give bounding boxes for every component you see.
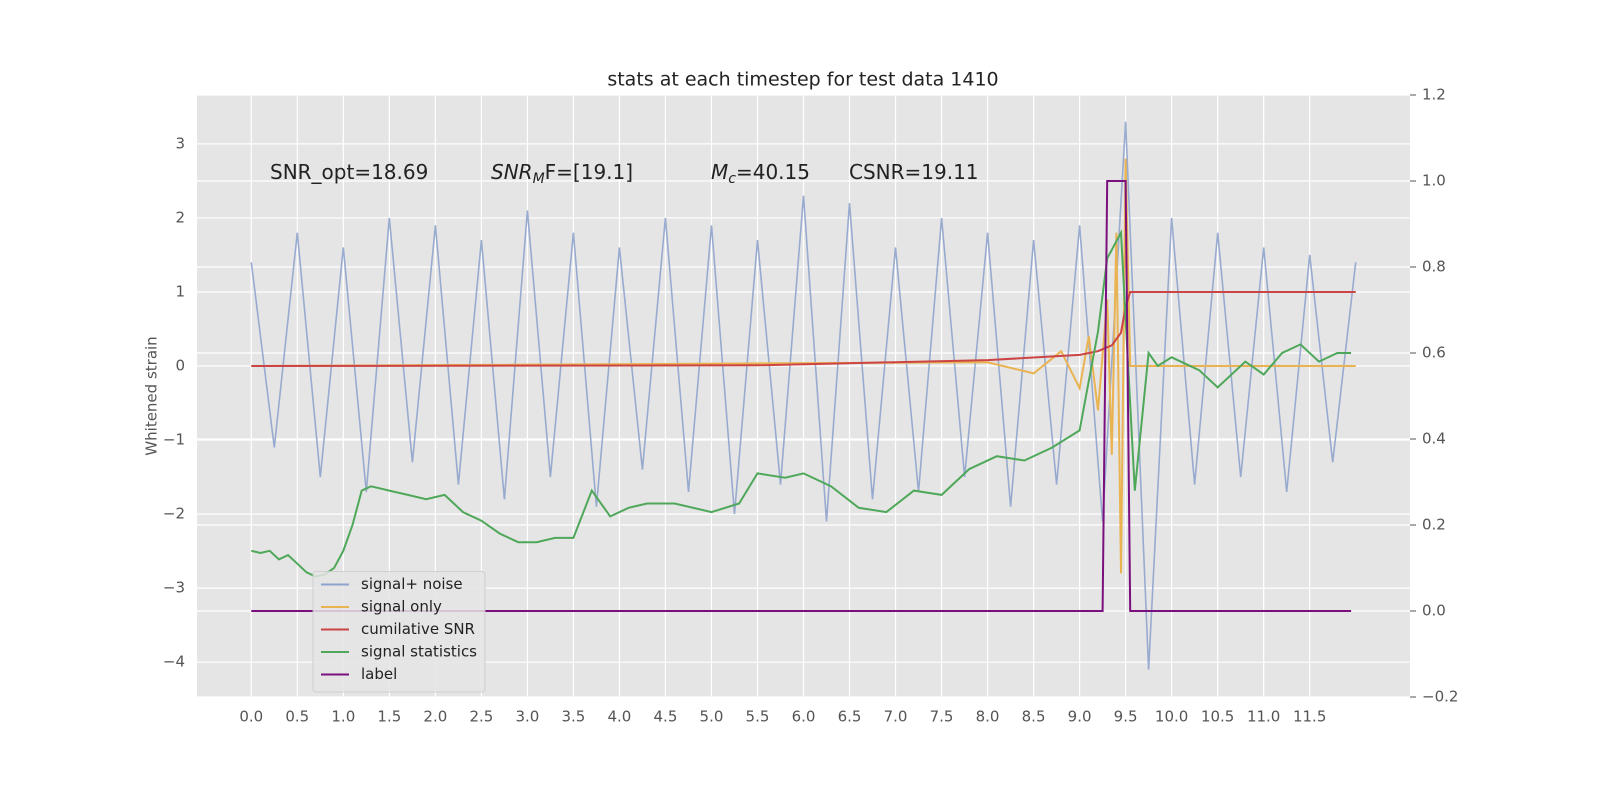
y2-tick-label: 0.8 xyxy=(1422,258,1446,276)
y-tick-label: 1 xyxy=(175,282,185,300)
x-tick-label: 1.5 xyxy=(377,708,401,726)
x-tick-label: 10.5 xyxy=(1201,708,1234,726)
series-line xyxy=(251,228,1352,578)
annotation-text: SNR_opt=18.69 xyxy=(270,160,428,184)
grid xyxy=(197,94,1410,698)
x-tick-label: 9.5 xyxy=(1114,708,1138,726)
x-tick-label: 11.5 xyxy=(1293,708,1326,726)
x-tick-label: 5.5 xyxy=(746,708,770,726)
y2-tick-label: 0.6 xyxy=(1422,344,1446,362)
x-tick-label: 4.5 xyxy=(654,708,678,726)
y-tick-label: −1 xyxy=(163,431,185,449)
legend-label: signal only xyxy=(361,598,442,616)
y-tick-label: −2 xyxy=(163,505,185,523)
annotation: SNR_opt=18.69 xyxy=(270,160,428,184)
x-tick-label: 2.0 xyxy=(423,708,447,726)
annotation-sub: c xyxy=(728,171,736,187)
legend-label: signal+ noise xyxy=(361,575,463,593)
y-tick-label: 0 xyxy=(175,357,185,375)
y2-tick-label: 0.2 xyxy=(1422,516,1446,534)
x-tick-label: 11.0 xyxy=(1247,708,1280,726)
annotation-rest: =40.15 xyxy=(736,160,810,184)
annotation-rest: F=[19.1] xyxy=(545,160,633,184)
y-tick-label: −3 xyxy=(163,579,185,597)
annotation-text: CSNR=19.11 xyxy=(849,160,979,184)
x-tick-label: 6.0 xyxy=(792,708,816,726)
series-line xyxy=(251,158,1356,574)
chart-title: stats at each timestep for test data 141… xyxy=(607,69,998,91)
x-tick-label: 3.5 xyxy=(561,708,585,726)
legend-label: signal statistics xyxy=(361,643,477,661)
series-line xyxy=(250,121,1357,670)
annotation-sub: M xyxy=(533,171,545,187)
x-tick-label: 9.0 xyxy=(1068,708,1092,726)
legend-box xyxy=(312,571,486,693)
x-tick-label: 0.5 xyxy=(285,708,309,726)
y-tick-label: 3 xyxy=(175,134,185,152)
y2-tick-label: −0.2 xyxy=(1422,688,1458,706)
annotation-text: M xyxy=(711,160,728,184)
annotation: CSNR=19.11 xyxy=(849,160,979,184)
x-tick-label: 4.0 xyxy=(608,708,632,726)
x-tick-label: 7.5 xyxy=(930,708,954,726)
y2-tick-label: 1.2 xyxy=(1422,86,1446,104)
y-tick-label: −4 xyxy=(163,653,185,671)
legend-label: cumilative SNR xyxy=(361,620,475,638)
x-tick-label: 0.0 xyxy=(239,708,263,726)
legend-label: label xyxy=(361,665,397,683)
x-tick-label: 2.5 xyxy=(469,708,493,726)
annotation: SNRMF=[19.1] xyxy=(491,160,633,188)
y2-tick-label: 0.4 xyxy=(1422,430,1446,448)
series-line xyxy=(251,180,1352,612)
x-tick-label: 5.0 xyxy=(700,708,724,726)
x-tick-label: 3.0 xyxy=(515,708,539,726)
annotation: Mc=40.15 xyxy=(711,160,810,188)
y-tick-label: 2 xyxy=(175,208,185,226)
x-tick-label: 8.5 xyxy=(1022,708,1046,726)
y2-tick-label: 0.0 xyxy=(1422,602,1446,620)
annotation-text: SNR xyxy=(491,160,533,184)
x-tick-label: 1.0 xyxy=(331,708,355,726)
x-tick-label: 7.0 xyxy=(884,708,908,726)
x-tick-label: 8.0 xyxy=(976,708,1000,726)
x-tick-label: 10.0 xyxy=(1155,708,1188,726)
y2-tick-label: 1.0 xyxy=(1422,172,1446,190)
y-axis-label: Whitened strain xyxy=(143,336,161,455)
x-tick-label: 6.5 xyxy=(838,708,862,726)
